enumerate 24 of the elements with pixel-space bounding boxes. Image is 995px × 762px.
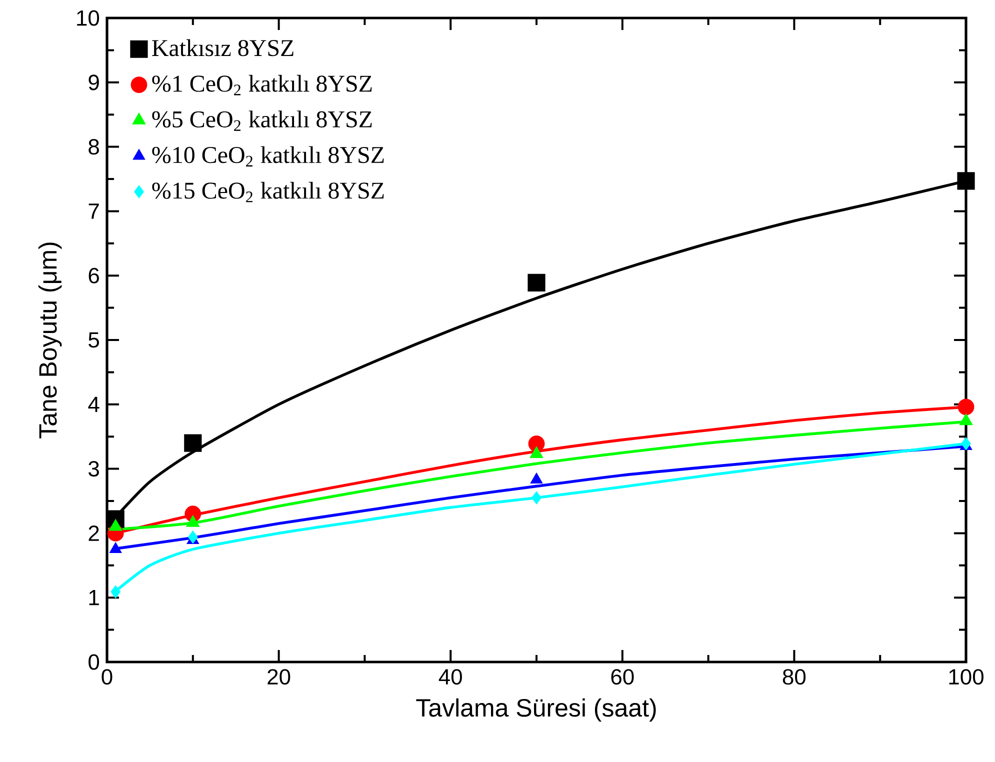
x-tick-label: 0 xyxy=(102,669,112,685)
legend-label: %15 CeO$_{2}$ katkılı 8YSZ xyxy=(152,182,384,202)
y-tick-label: 1 xyxy=(89,590,99,606)
y-tick-label: 0 xyxy=(88,654,100,670)
legend-label: %5 CeO$_{2}$ katkılı 8YSZ xyxy=(152,110,372,131)
x-tick-label: 80 xyxy=(782,669,806,685)
legend-label: %1 CeO$_{2}$ katkılı 8YSZ xyxy=(152,74,372,96)
y-tick-label: 9 xyxy=(88,74,99,90)
x-tick-label: 40 xyxy=(438,669,462,685)
y-tick-label: 8 xyxy=(88,139,99,155)
y-tick-label: 6 xyxy=(88,268,99,284)
y-tick-label: 3 xyxy=(88,461,99,477)
x-axis-title: Tavlama Süresi (saat) xyxy=(416,698,656,722)
y-axis-title: Tane Boyutu (μm) xyxy=(38,242,62,438)
y-tick-label: 10 xyxy=(77,10,100,26)
x-tick-label: 100 xyxy=(949,669,984,685)
y-tick-label: 2 xyxy=(88,526,99,541)
y-tick-label: 7 xyxy=(88,204,99,219)
y-tick-label: 5 xyxy=(88,332,99,348)
legend-label: Katkısız 8YSZ xyxy=(152,39,294,56)
y-tick-label: 4 xyxy=(88,396,100,412)
legend-label: %10 CeO$_{2}$ katkılı 8YSZ xyxy=(152,146,384,166)
x-tick-label: 20 xyxy=(268,669,290,685)
x-tick-label: 60 xyxy=(611,669,634,685)
